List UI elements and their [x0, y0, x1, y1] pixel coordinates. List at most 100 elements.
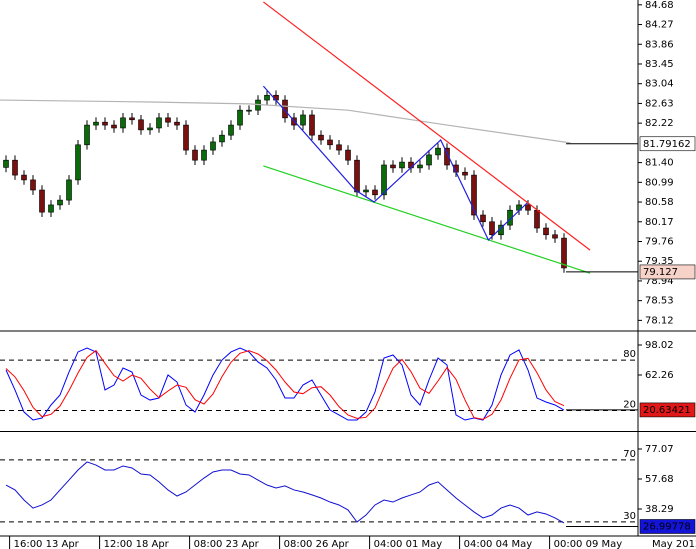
candle-body: [525, 204, 531, 211]
candle-body: [93, 121, 99, 126]
overlay-line: [263, 165, 591, 274]
candle-body: [210, 141, 216, 151]
candle-body: [21, 174, 27, 181]
candle-body: [12, 159, 18, 176]
value-box: [639, 402, 696, 418]
y-tick-label: 57.68: [645, 474, 674, 485]
candle-body: [102, 121, 108, 126]
x-tick-label: 08:00 23 Apr: [194, 539, 260, 549]
value-box: [639, 519, 696, 534]
y-tick-label: 78.12: [645, 315, 674, 326]
x-tick-label: 04:00 01 May: [374, 539, 443, 549]
candle-body: [129, 117, 135, 121]
candle-body: [462, 171, 468, 176]
y-tick-label: 82.22: [645, 118, 674, 129]
candle-body: [201, 149, 207, 161]
indicator-line: [5, 347, 565, 421]
x-tick-label: 16:00 13 Apr: [14, 539, 80, 549]
x-tick-label: 08:00 26 Apr: [284, 539, 350, 549]
candle-body: [444, 147, 450, 166]
y-tick-label: 80.58: [645, 197, 674, 208]
y-tick-label: 80.17: [645, 217, 674, 228]
indicator-line: [5, 349, 565, 420]
candle-body: [390, 164, 396, 169]
y-tick-label: 81.40: [645, 158, 674, 169]
candle-body: [66, 179, 72, 201]
value-box: [639, 136, 696, 152]
candle-body: [345, 149, 351, 161]
candle-body: [264, 94, 270, 101]
candle-body: [48, 204, 54, 213]
candle-body: [318, 134, 324, 141]
indicator-line: [5, 461, 565, 524]
candle-body: [561, 237, 567, 269]
level-label: 80: [623, 349, 636, 360]
candle-body: [354, 159, 360, 193]
y-tick-label: 78.53: [645, 296, 674, 307]
y-tick-label: 62.26: [645, 370, 674, 381]
y-tick-label: 77.07: [645, 444, 674, 455]
candle-body: [219, 134, 225, 143]
candle-body: [156, 117, 162, 129]
candle-body: [435, 147, 441, 156]
overlay-line: [263, 1, 591, 251]
candle-body: [75, 144, 81, 181]
candle-body: [381, 164, 387, 196]
candle-body: [552, 234, 558, 239]
candle-body: [57, 199, 63, 206]
value-box-label: 81.79162: [643, 139, 691, 150]
candle-body: [84, 124, 90, 146]
candle-body: [138, 119, 144, 131]
period-label: May 2012: [652, 539, 696, 549]
candle-body: [111, 124, 117, 129]
candle-body: [3, 159, 9, 168]
x-tick-label: 00:00 09 May: [554, 539, 623, 549]
candle-body: [183, 124, 189, 151]
y-tick-label: 83.04: [645, 79, 674, 90]
candle-body: [336, 144, 342, 151]
candle-body: [174, 121, 180, 126]
y-tick-label: 84.27: [645, 20, 674, 31]
y-tick-label: 84.68: [645, 0, 674, 11]
candle-body: [192, 149, 198, 161]
candle-body: [282, 99, 288, 119]
y-tick-label: 98.02: [645, 340, 674, 351]
candle-body: [147, 127, 153, 131]
y-tick-label: 80.99: [645, 177, 674, 188]
level-label: 30: [623, 511, 636, 522]
y-tick-label: 82.63: [645, 98, 674, 109]
candle-body: [237, 109, 243, 126]
y-tick-label: 79.35: [645, 256, 674, 267]
candle-body: [471, 174, 477, 216]
candle-body: [327, 139, 333, 146]
value-box: [639, 264, 696, 280]
candle-body: [534, 209, 540, 229]
candle-body: [426, 154, 432, 166]
candle-body: [300, 114, 306, 126]
y-tick-label: 83.86: [645, 39, 674, 50]
y-tick-label: 83.45: [645, 59, 674, 70]
value-box-label: 26.99778: [643, 521, 691, 532]
candle-body: [165, 117, 171, 123]
candle-body: [417, 164, 423, 169]
value-box-label: 79.127: [643, 267, 678, 278]
candle-body: [246, 109, 252, 112]
overlay-line: [0, 99, 571, 144]
overlay-line: [262, 85, 528, 242]
candle-body: [372, 189, 378, 196]
candle-body: [30, 179, 36, 191]
candle-body: [363, 189, 369, 193]
level-label: 70: [623, 449, 636, 460]
candle-body: [120, 117, 126, 129]
candle-body: [228, 124, 234, 136]
candle-body: [39, 189, 45, 213]
candle-body: [399, 161, 405, 169]
x-tick-label: 04:00 04 May: [464, 539, 533, 549]
x-tick-label: 12:00 18 Apr: [104, 539, 170, 549]
candle-body: [543, 227, 549, 236]
candle-body: [309, 114, 315, 136]
level-label: 20: [623, 399, 636, 410]
y-tick-label: 79.76: [645, 236, 674, 247]
